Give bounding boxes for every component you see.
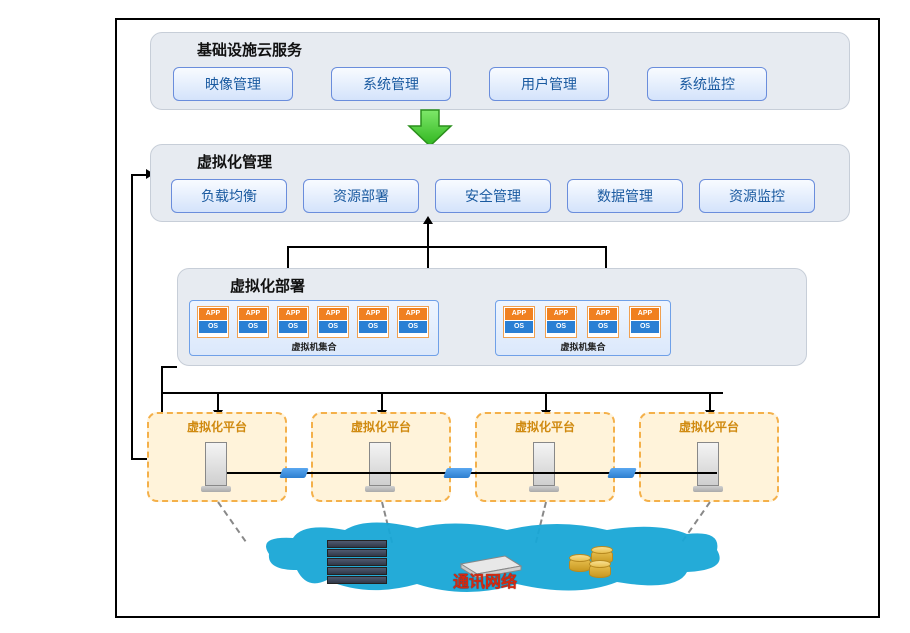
platform-label: 虚拟化平台 (149, 418, 285, 435)
storage-rack-icon (327, 540, 397, 588)
platform-box-4: 虚拟化平台 (639, 412, 779, 502)
conn-l3-plat-h (161, 392, 723, 394)
layer-virtualization-mgmt: 虚拟化管理 负载均衡 资源部署 安全管理 数据管理 资源监控 (150, 144, 850, 222)
vm-cluster-2-label: 虚拟机集合 (496, 340, 670, 353)
conn-l3-plat-h-top (161, 366, 177, 368)
conn-l2-l3-arrowhead (423, 216, 433, 224)
platform-label: 虚拟化平台 (477, 418, 613, 435)
conn-l2-l3-center-v (427, 222, 429, 268)
conn-plat-drop-3 (545, 392, 547, 412)
server-icon (689, 442, 729, 492)
network-label: 通讯网络 (453, 568, 517, 592)
switch-1-icon (279, 468, 309, 478)
vm-icon: APPOS (277, 306, 309, 338)
btn-user-mgmt: 用户管理 (489, 67, 609, 101)
vm-icon: APPOS (197, 306, 229, 338)
vm-icon: APPOS (587, 306, 619, 338)
btn-security-mgmt: 安全管理 (435, 179, 551, 213)
layer-cloud-services: 基础设施云服务 映像管理 系统管理 用户管理 系统监控 (150, 32, 850, 110)
switch-2-icon (443, 468, 473, 478)
platform-box-2: 虚拟化平台 (311, 412, 451, 502)
vm-icon: APPOS (629, 306, 661, 338)
vm-icon: APPOS (237, 306, 269, 338)
conn-l2-l3-right-v (605, 246, 607, 268)
vm-icon: APPOS (503, 306, 535, 338)
server-icon (197, 442, 237, 492)
vm-icon: APPOS (545, 306, 577, 338)
disk-group-icon (569, 546, 629, 582)
vm-icon: APPOS (397, 306, 429, 338)
vm-icon: APPOS (357, 306, 389, 338)
switch-3-icon (607, 468, 637, 478)
platform-box-1: 虚拟化平台 (147, 412, 287, 502)
layer2-title: 虚拟化管理 (197, 151, 272, 172)
server-icon (525, 442, 565, 492)
platform-label: 虚拟化平台 (313, 418, 449, 435)
layer3-title: 虚拟化部署 (230, 275, 305, 296)
platform-box-3: 虚拟化平台 (475, 412, 615, 502)
btn-resource-deploy: 资源部署 (303, 179, 419, 213)
btn-load-balance: 负载均衡 (171, 179, 287, 213)
feedback-line-v-top (131, 174, 133, 458)
btn-data-mgmt: 数据管理 (567, 179, 683, 213)
btn-resource-monitor: 资源监控 (699, 179, 815, 213)
dash-1 (217, 501, 246, 541)
conn-plat-drop-4 (709, 392, 711, 412)
platform-label: 虚拟化平台 (641, 418, 777, 435)
btn-system-mgmt: 系统管理 (331, 67, 451, 101)
vm-icon: APPOS (317, 306, 349, 338)
diagram-frame: 基础设施云服务 映像管理 系统管理 用户管理 系统监控 虚拟化管理 负载均衡 资… (115, 18, 880, 618)
vm-cluster-1-label: 虚拟机集合 (190, 340, 438, 353)
conn-plat-drop-1 (217, 392, 219, 412)
conn-l2-l3-left-v (287, 246, 289, 268)
conn-l2-l3-h (287, 246, 607, 248)
btn-system-monitor: 系统监控 (647, 67, 767, 101)
btn-image-mgmt: 映像管理 (173, 67, 293, 101)
layer1-title: 基础设施云服务 (197, 39, 302, 60)
green-arrow-down-icon (407, 108, 453, 148)
server-icon (361, 442, 401, 492)
conn-plat-drop-2 (381, 392, 383, 412)
